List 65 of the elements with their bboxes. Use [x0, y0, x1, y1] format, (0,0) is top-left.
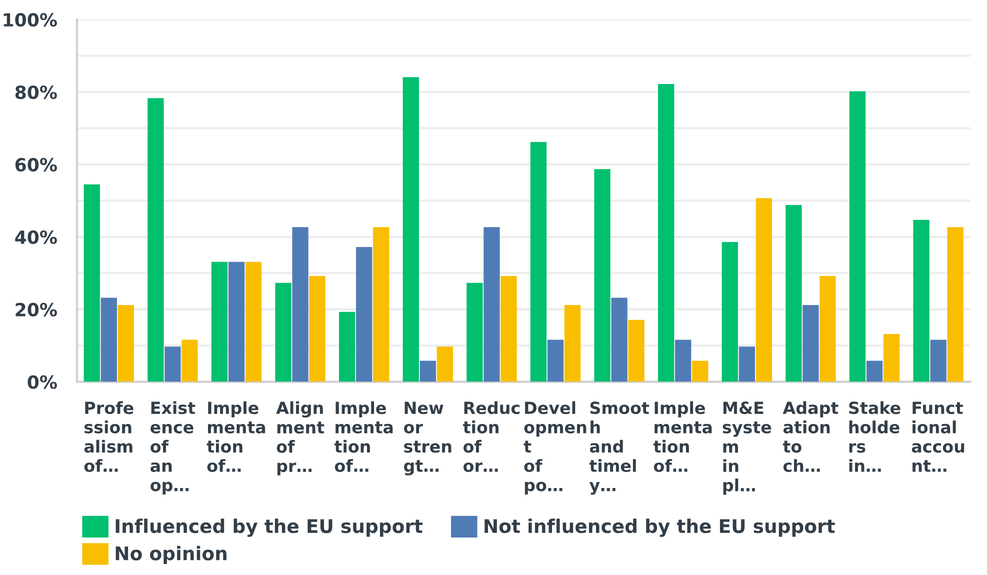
- bar: [228, 262, 245, 382]
- x-tick-label: Imple menta tion of…: [653, 401, 712, 472]
- bar: [373, 227, 390, 382]
- bar: [309, 276, 326, 382]
- x-tick-label: M&E syste m in pl…: [722, 402, 772, 495]
- bar: [722, 242, 738, 382]
- bar: [339, 312, 356, 382]
- bar: [564, 305, 581, 382]
- bar: [628, 320, 644, 382]
- x-tick-label: Smoot h and timel y…: [589, 402, 650, 495]
- y-tick-label: 80%: [15, 85, 57, 100]
- bar: [245, 262, 262, 382]
- x-tick-label: Reduc tion of or…: [463, 401, 520, 472]
- x-tick-label: New or stren gt…: [404, 402, 452, 476]
- bar: [84, 184, 100, 382]
- bar: [866, 360, 883, 382]
- bar: [118, 305, 134, 382]
- x-tick-label: Profe ssion alism of…: [84, 401, 134, 472]
- bar: [547, 340, 564, 382]
- x-tick-label: Stake holde rs in…: [849, 401, 900, 472]
- x-tick-label: Adapt ation to ch…: [782, 401, 838, 472]
- bar: [913, 220, 930, 382]
- x-tick-label: Imple menta tion of…: [206, 401, 266, 472]
- bar: [756, 198, 772, 382]
- y-tick-label: 60%: [15, 158, 57, 172]
- bar: [402, 77, 419, 382]
- bar: [658, 84, 674, 382]
- bar: [182, 340, 198, 382]
- bar: [947, 227, 964, 382]
- bar: [100, 298, 117, 382]
- bar: [883, 334, 900, 382]
- legend-label: Influenced by the EU support: [116, 518, 422, 537]
- bar: [786, 205, 802, 382]
- bar: [692, 360, 708, 382]
- y-tick-label: 40%: [15, 230, 57, 244]
- bar: [802, 305, 819, 382]
- y-tick-label: 100%: [4, 13, 57, 27]
- bar: [530, 142, 547, 382]
- x-tick-label: Funct ional accou nt…: [912, 402, 964, 472]
- legend-label: No opinion: [116, 546, 226, 564]
- bar: [466, 282, 483, 382]
- bar: [292, 227, 308, 382]
- bar: [420, 360, 436, 382]
- bar: [849, 91, 866, 382]
- bar: [675, 340, 692, 382]
- bar: [738, 346, 755, 382]
- bar: [211, 262, 228, 382]
- bar: [275, 282, 292, 382]
- bar: [148, 98, 164, 382]
- bar: [930, 340, 946, 382]
- x-tick-label: Align ment of pr…: [276, 401, 324, 476]
- bar: [820, 276, 836, 382]
- x-tick-label: Exist ence of an op…: [150, 401, 196, 495]
- bar: [611, 298, 628, 382]
- bar: [594, 169, 610, 382]
- y-tick-label: 0%: [28, 375, 57, 389]
- x-tick-label: Imple menta tion of…: [334, 401, 393, 472]
- bar: [484, 227, 500, 382]
- x-tick-label: Devel opmen t of po…: [524, 401, 586, 495]
- bar: [164, 346, 181, 382]
- y-tick-label: 20%: [16, 302, 57, 316]
- bar: [436, 346, 453, 382]
- bar: [356, 247, 372, 382]
- bar: [500, 276, 517, 382]
- legend-label: Not influenced by the EU support: [484, 518, 835, 537]
